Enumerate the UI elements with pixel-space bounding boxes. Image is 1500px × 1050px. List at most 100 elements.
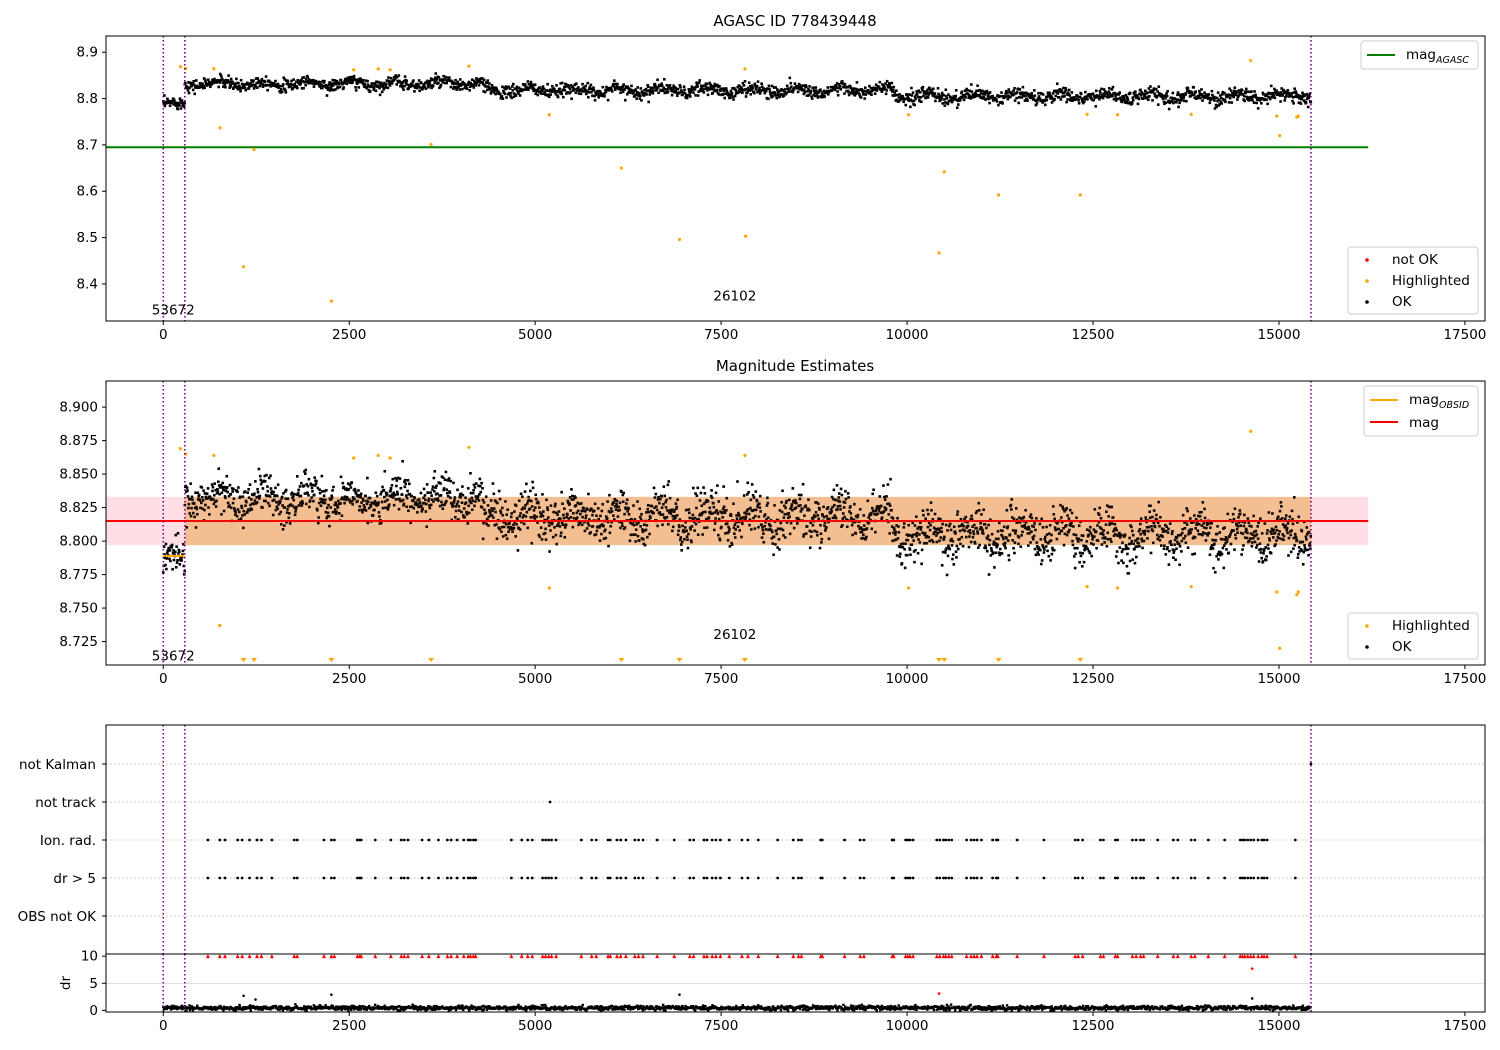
ok-point [646, 508, 650, 511]
ok-point [989, 547, 993, 550]
ok-point [474, 84, 478, 87]
ok-point [1021, 530, 1024, 534]
ok-point [996, 543, 999, 547]
ok-point [328, 524, 331, 528]
ok-point [1230, 529, 1234, 532]
x-tick-label: 17500 [1443, 671, 1486, 687]
ok-point [1180, 550, 1183, 553]
ok-point [1155, 518, 1159, 521]
ok-point [633, 518, 637, 521]
ok-point [280, 495, 284, 499]
ok-point [231, 501, 235, 505]
ok-point [430, 498, 434, 501]
ok-point [410, 494, 413, 498]
ok-point [669, 89, 673, 92]
ok-point [501, 535, 505, 538]
ok-point [1200, 524, 1204, 527]
highlighted-point [1275, 114, 1279, 118]
ok-point [991, 94, 994, 98]
ok-point [926, 96, 930, 99]
ok-point [636, 534, 640, 538]
ok-point [951, 557, 954, 561]
ok-point [467, 511, 471, 515]
ok-point [1292, 102, 1295, 105]
ok-point [614, 499, 617, 502]
ok-point [542, 520, 546, 524]
ok-point [792, 88, 796, 91]
ok-point [518, 528, 522, 531]
ok-point [814, 86, 818, 89]
ok-point [312, 78, 315, 82]
ok-point [850, 91, 854, 95]
ok-point [379, 81, 383, 85]
ok-point [505, 537, 509, 541]
ok-point [591, 513, 594, 517]
ok-point [1075, 537, 1079, 540]
ok-point [1252, 514, 1255, 518]
ok-point [342, 81, 346, 85]
ok-point [1203, 516, 1207, 520]
ok-point [1039, 548, 1042, 552]
ok-point [1205, 95, 1209, 98]
ok-point [1224, 541, 1227, 545]
ok-point [188, 86, 191, 90]
ok-point [239, 517, 243, 520]
ok-point [228, 86, 231, 90]
ok-point [987, 573, 991, 576]
ok-point [919, 90, 922, 94]
ok-point [682, 85, 686, 88]
ok-point [1113, 92, 1117, 95]
x-tick-label: 2500 [332, 671, 366, 687]
ok-point [742, 84, 746, 87]
ok-point [1061, 505, 1064, 509]
ok-point [963, 517, 966, 521]
ok-point [749, 86, 753, 90]
ok-point [1137, 529, 1141, 533]
ok-point [216, 490, 220, 494]
ok-point [1175, 536, 1179, 540]
ok-point [1170, 96, 1174, 100]
ok-point [737, 511, 740, 515]
ok-point [172, 549, 175, 552]
ok-point [951, 539, 955, 543]
ok-point [1252, 94, 1255, 98]
ok-point [254, 77, 258, 80]
ok-point [620, 88, 624, 92]
ok-point [935, 540, 939, 544]
ok-point [294, 80, 298, 84]
ok-point [849, 512, 853, 515]
ok-point [1111, 85, 1115, 89]
ok-point [237, 486, 240, 489]
ok-point [1141, 546, 1144, 550]
ok-point [396, 493, 400, 496]
ok-point [1256, 537, 1260, 540]
ok-point [595, 514, 598, 518]
ok-point [1102, 92, 1105, 96]
ok-point [507, 530, 510, 534]
ok-point [858, 527, 862, 530]
ok-point [827, 92, 830, 96]
ok-point [312, 493, 316, 497]
ok-point [754, 514, 757, 518]
ok-point [525, 482, 528, 486]
ok-point [933, 512, 937, 516]
ok-point [431, 84, 435, 87]
ok-point [1037, 546, 1041, 549]
ok-point [445, 81, 449, 85]
ok-point [789, 81, 793, 85]
ok-point [478, 79, 481, 83]
ok-point [1182, 96, 1186, 99]
ok-point [281, 83, 285, 86]
ok-point [402, 79, 406, 83]
ok-point [642, 523, 646, 527]
ok-point [686, 546, 690, 550]
ok-point [1216, 552, 1220, 556]
ok-point [977, 546, 980, 549]
ok-point [404, 478, 407, 482]
ok-point [451, 82, 454, 85]
ok-point [1048, 93, 1052, 96]
ok-point [638, 507, 642, 511]
ok-point [1141, 97, 1145, 101]
ok-point [325, 86, 328, 90]
ok-point [1063, 532, 1067, 536]
